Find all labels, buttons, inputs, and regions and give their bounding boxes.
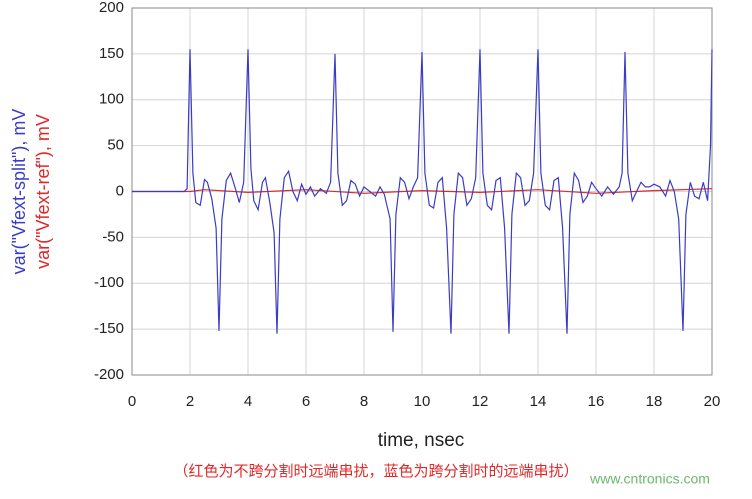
- x-tick-label: 14: [530, 393, 547, 410]
- y-tick-label: 50: [107, 137, 124, 154]
- x-tick-label: 20: [704, 393, 721, 410]
- series-line: [132, 49, 713, 334]
- y-tick-label: 200: [99, 0, 124, 16]
- y-axis-title: var("Vfext-split"), mV: [9, 109, 29, 275]
- y-tick-label: 100: [99, 91, 124, 108]
- x-tick-label: 2: [186, 393, 194, 410]
- y-tick-label: -200: [94, 366, 124, 383]
- x-tick-label: 0: [128, 393, 136, 410]
- y-tick-label: -150: [94, 320, 124, 337]
- x-axis-title: time, nsec: [378, 430, 465, 451]
- x-tick-label: 4: [244, 393, 252, 410]
- y-tick-label: -100: [94, 274, 124, 291]
- watermark: www.cntronics.com: [589, 471, 710, 487]
- x-tick-label: 12: [472, 393, 489, 410]
- x-tick-label: 16: [588, 393, 605, 410]
- y-tick-label: 0: [116, 182, 124, 199]
- y-tick-label: -50: [102, 228, 124, 245]
- x-tick-label: 18: [646, 393, 663, 410]
- series-line: [132, 188, 713, 194]
- x-tick-label: 6: [302, 393, 310, 410]
- x-tick-label: 10: [414, 393, 431, 410]
- x-tick-label: 8: [360, 393, 368, 410]
- y-axis-title: var("Vfext-ref"), mV: [33, 114, 53, 269]
- caption: （红色为不跨分割时远端串扰，蓝色为跨分割时的远端串扰）: [173, 463, 578, 480]
- y-tick-label: 150: [99, 45, 124, 62]
